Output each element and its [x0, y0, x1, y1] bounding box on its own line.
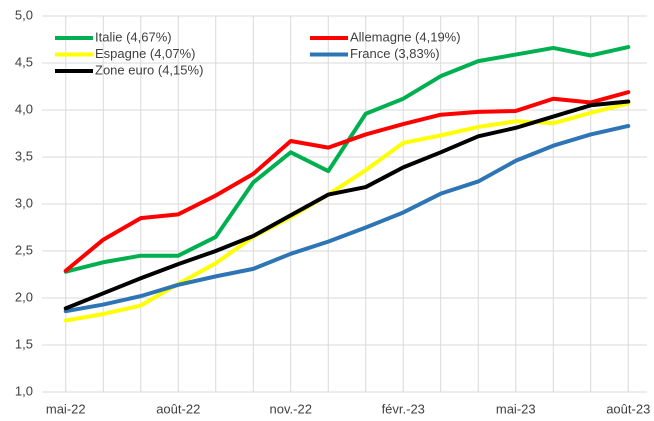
y-tick-label: 1,0 — [15, 383, 33, 398]
y-tick-label: 4,0 — [15, 101, 33, 116]
legend-label: Italie (4,67%) — [95, 29, 172, 44]
legend-label: Espagne (4,07%) — [95, 46, 195, 61]
series-line — [63, 90, 631, 273]
legend-label: Zone euro (4,15%) — [95, 62, 203, 77]
legend-label: France (3,83%) — [350, 46, 440, 61]
x-tick-label: févr.-23 — [382, 401, 425, 416]
x-tick-label: août-23 — [606, 401, 650, 416]
y-tick-label: 4,5 — [15, 54, 33, 69]
x-tick-label: mai-22 — [46, 401, 86, 416]
series-line — [63, 101, 631, 323]
series-line — [63, 123, 631, 314]
y-tick-label: 5,0 — [15, 7, 33, 22]
y-tick-label: 1,5 — [15, 336, 33, 351]
y-tick-label: 2,0 — [15, 289, 33, 304]
y-tick-label: 2,5 — [15, 242, 33, 257]
x-tick-label: nov.-22 — [270, 401, 312, 416]
x-tick-label: mai-23 — [496, 401, 536, 416]
legend-label: Allemagne (4,19%) — [350, 29, 461, 44]
series-line — [63, 99, 631, 311]
y-tick-label: 3,5 — [15, 148, 33, 163]
y-tick-label: 3,0 — [15, 195, 33, 210]
x-tick-label: août-22 — [156, 401, 200, 416]
series-line — [63, 45, 631, 274]
